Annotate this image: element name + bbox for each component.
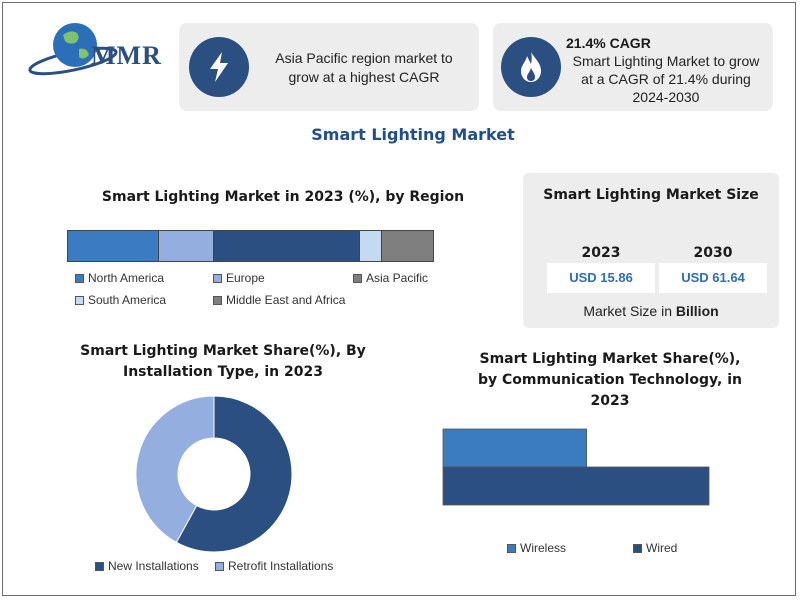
region-bar-segment-north-america: [68, 231, 160, 261]
legend-wireless: Wireless: [507, 541, 566, 555]
legend-swatch-wired: [633, 543, 642, 553]
legend-retrofit-installations: Retrofit Installations: [215, 559, 333, 573]
legend-europe: Europe: [213, 271, 265, 285]
market-size-title: Smart Lighting Market Size: [543, 187, 759, 203]
legend-swatch-wireless: [507, 543, 516, 553]
legend-middle-east-africa: Middle East and Africa: [213, 293, 345, 307]
legend-south-america: South America: [75, 293, 166, 307]
installation-donut-chart: [135, 395, 293, 553]
communication-title-line1: Smart Lighting Market Share(%),: [479, 351, 741, 367]
region-stacked-bar: [67, 230, 434, 262]
legend-asia-pacific: Asia Pacific: [353, 271, 428, 285]
card-asia-line2: grow at a highest CAGR: [288, 69, 440, 85]
legend-swatch-south-america: [75, 295, 84, 305]
highlight-card-asia-pacific: Asia Pacific region market to grow at a …: [179, 23, 479, 111]
installation-chart-title: Smart Lighting Market Share(%), By Insta…: [63, 341, 383, 383]
legend-label-wireless: Wireless: [520, 541, 567, 555]
region-bar-segment-asia-pacific: [214, 231, 360, 261]
lightning-icon: [189, 37, 249, 97]
installation-title-line2: Installation Type, in 2023: [123, 364, 323, 380]
market-size-year-2023: 2023: [581, 245, 621, 261]
legend-swatch-middle-east-africa: [213, 295, 222, 305]
cagr-line3: 2024-2030: [632, 89, 700, 105]
region-bar-segment-middle-east-and-africa: [381, 231, 433, 261]
card-asia-line1: Asia Pacific region market to: [275, 50, 453, 66]
cagr-text: Smart Lighting Market to grow at a CAGR …: [563, 52, 769, 106]
legend-label-retrofit-installations: Retrofit Installations: [228, 559, 334, 573]
legend-label-new-installations: New Installations: [108, 559, 199, 573]
legend-label-north-america: North America: [88, 271, 165, 285]
installation-title-line1: Smart Lighting Market Share(%), By: [80, 343, 366, 359]
communication-title-line2: by Communication Technology, in: [478, 372, 742, 388]
communication-chart-title: Smart Lighting Market Share(%), by Commu…: [455, 349, 765, 412]
market-size-value-2023: USD 15.86: [547, 263, 655, 293]
legend-label-south-america: South America: [88, 293, 167, 307]
donut-slice-new-installations: [175, 395, 293, 553]
highlight-card-cagr: 21.4% CAGR Smart Lighting Market to grow…: [493, 23, 773, 111]
cagr-line2: at a CAGR of 21.4% during: [581, 71, 751, 87]
communication-bar-chart: [442, 428, 710, 506]
legend-label-wired: Wired: [646, 541, 678, 555]
mmr-logo: MMR: [25, 15, 175, 79]
donut-slice-retrofit-installations: [135, 395, 215, 544]
communication-title-line3: 2023: [590, 393, 630, 409]
legend-swatch-north-america: [75, 273, 84, 283]
flame-icon: [501, 37, 561, 97]
region-bar-segment-europe: [159, 231, 214, 261]
card-asia-text: Asia Pacific region market to grow at a …: [259, 49, 469, 87]
cagr-heading: 21.4% CAGR: [566, 35, 651, 51]
market-size-footer-unit: Billion: [675, 303, 719, 319]
globe-icon: [28, 23, 118, 76]
region-chart-title: Smart Lighting Market in 2023 (%), by Re…: [101, 189, 465, 205]
communication-bar-wireless: [442, 428, 588, 468]
market-size-footer-prefix: Market Size in: [583, 303, 676, 319]
legend-label-middle-east-africa: Middle East and Africa: [226, 293, 346, 307]
market-size-card: Smart Lighting Market Size 2023 2030 USD…: [523, 173, 779, 328]
market-size-year-2030: 2030: [693, 245, 733, 261]
legend-wired: Wired: [633, 541, 677, 555]
market-size-footer: Market Size in Billion: [523, 303, 779, 319]
communication-bar-wired: [442, 466, 710, 506]
legend-swatch-asia-pacific: [353, 273, 362, 283]
legend-swatch-retrofit-installations: [215, 561, 224, 571]
legend-swatch-new-installations: [95, 561, 104, 571]
legend-label-europe: Europe: [226, 271, 265, 285]
cagr-line1: Smart Lighting Market to grow: [572, 53, 760, 69]
legend-label-asia-pacific: Asia Pacific: [366, 271, 429, 285]
legend-new-installations: New Installations: [95, 559, 199, 573]
main-title: Smart Lighting Market: [311, 125, 515, 144]
legend-swatch-europe: [213, 273, 222, 283]
legend-north-america: North America: [75, 271, 164, 285]
region-bar-segment-south-america: [360, 231, 382, 261]
market-size-value-2030: USD 61.64: [659, 263, 767, 293]
logo-text: MMR: [91, 41, 162, 70]
